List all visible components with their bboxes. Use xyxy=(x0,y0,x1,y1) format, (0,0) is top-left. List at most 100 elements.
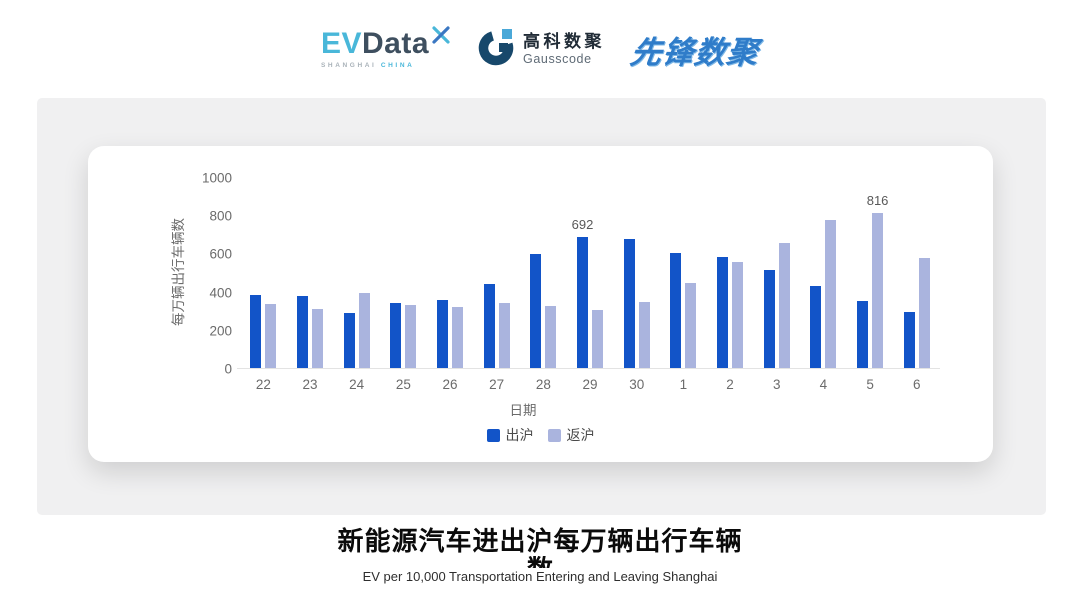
x-tick-label: 27 xyxy=(489,377,505,392)
caption-subtitle: EV per 10,000 Transportation Entering an… xyxy=(362,569,718,584)
pioneer-logo: 先锋数聚 xyxy=(628,34,762,70)
evdata-china-text: CHINA xyxy=(380,61,415,69)
chart-card: 每万辆出行车辆数 0 200 400 600 800 1000 692 816 22 23 24… xyxy=(88,146,993,462)
gausscode-g-icon xyxy=(477,28,515,71)
bar-group-25 xyxy=(380,178,427,369)
sparkle-star-icon xyxy=(431,25,451,49)
bar-返沪-2[interactable] xyxy=(732,261,744,369)
y-tick-label: 200 xyxy=(209,323,232,339)
bar-出沪-28[interactable] xyxy=(530,253,542,369)
plot-area: 692 816 xyxy=(237,178,940,369)
bar-group-24 xyxy=(333,178,380,369)
x-tick-label: 5 xyxy=(866,377,874,392)
bar-返沪-24[interactable] xyxy=(358,293,370,369)
bar-返沪-6[interactable] xyxy=(918,258,930,369)
evdata-ev-text: EV xyxy=(320,26,362,60)
x-tick-label: 28 xyxy=(535,377,551,392)
evdata-subtext: SHANGHAI CHINA xyxy=(320,61,451,70)
legend-item-出沪[interactable]: 出沪 xyxy=(486,425,534,445)
x-tick-label: 30 xyxy=(629,377,645,392)
bar-出沪-24[interactable] xyxy=(343,313,355,369)
bar-group-2 xyxy=(707,178,754,369)
gausscode-en-text: Gausscode xyxy=(523,51,592,66)
bar-出沪-2[interactable] xyxy=(717,257,729,369)
bar-返沪-23[interactable] xyxy=(312,308,323,369)
x-axis-ticks: 22 23 24 25 26 27 28 29 30 1 2 3 4 5 6 xyxy=(240,377,940,392)
bar-group-23 xyxy=(287,178,334,369)
evdata-wordmark: EV Data xyxy=(320,26,451,60)
bar-返沪-1[interactable] xyxy=(685,282,697,369)
bar-group-26 xyxy=(427,178,474,369)
bar-返沪-4[interactable] xyxy=(825,219,837,369)
legend-label: 返沪 xyxy=(566,427,595,443)
x-tick-label: 6 xyxy=(912,377,921,392)
x-tick-label: 2 xyxy=(726,377,734,392)
bar-出沪-30[interactable] xyxy=(623,239,635,369)
bar-group-30 xyxy=(613,178,660,369)
bar-返沪-26[interactable] xyxy=(452,306,464,369)
bar-group-22 xyxy=(240,178,287,369)
x-axis-title: 日期 xyxy=(509,403,537,418)
x-tick-label: 1 xyxy=(679,377,688,392)
legend-swatch xyxy=(547,428,561,442)
bar-出沪-22[interactable] xyxy=(250,294,262,369)
bar-group-5: 816 xyxy=(847,178,894,369)
evdata-shanghai-text: SHANGHAI xyxy=(320,61,377,69)
evdata-data-text: Data xyxy=(362,26,430,60)
x-tick-label: 26 xyxy=(442,377,458,392)
bar-返沪-27[interactable] xyxy=(498,302,510,369)
gausscode-logo: 高科数聚 Gausscode xyxy=(477,28,605,71)
x-tick-label: 4 xyxy=(819,377,828,392)
bar-value-label: 692 xyxy=(571,216,594,232)
bar-出沪-25[interactable] xyxy=(390,303,402,369)
y-tick-label: 600 xyxy=(209,246,232,262)
bar-group-6 xyxy=(893,178,940,369)
x-tick-label: 23 xyxy=(302,377,318,392)
legend-swatch xyxy=(486,428,500,442)
bar-groups: 692 816 xyxy=(240,178,940,369)
bar-出沪-3[interactable] xyxy=(763,270,775,369)
y-axis-ticks: 0 200 400 600 800 1000 xyxy=(88,171,232,377)
x-axis-line xyxy=(237,368,940,369)
caption-title-wrapped: 数 xyxy=(0,556,1080,568)
bar-group-28 xyxy=(520,178,567,369)
x-tick-label: 22 xyxy=(255,377,271,392)
legend-item-返沪[interactable]: 返沪 xyxy=(547,425,595,445)
bar-返沪-22[interactable] xyxy=(265,304,277,369)
gausscode-text: 高科数聚 Gausscode xyxy=(523,32,605,66)
bar-返沪-28[interactable] xyxy=(545,306,557,369)
bar-group-27 xyxy=(473,178,520,369)
y-tick-label: 800 xyxy=(209,208,232,224)
caption-title: 新能源汽车进出沪每万辆出行车辆 xyxy=(337,526,743,556)
caption: 新能源汽车进出沪每万辆出行车辆 数 EV per 10,000 Transpor… xyxy=(0,526,1080,584)
bar-出沪-1[interactable] xyxy=(670,252,682,369)
bar-group-4 xyxy=(800,178,847,369)
x-tick-label: 3 xyxy=(772,377,781,392)
bar-出沪-29[interactable]: 692 xyxy=(572,217,593,369)
bar-返沪-30[interactable] xyxy=(638,301,650,369)
x-tick-label: 25 xyxy=(395,377,411,392)
bar-返沪-25[interactable] xyxy=(405,304,417,369)
y-tick-label: 1000 xyxy=(201,170,232,186)
bar-返沪-5[interactable]: 816 xyxy=(867,193,888,369)
bar-出沪-23[interactable] xyxy=(297,296,308,369)
y-tick-label: 0 xyxy=(224,361,232,377)
bar-出沪-5[interactable] xyxy=(857,300,869,369)
bar-group-1 xyxy=(660,178,707,369)
header: EV Data SHANGHAI CHINA xyxy=(0,16,1080,82)
y-tick-label: 400 xyxy=(209,285,232,301)
bar-返沪-29[interactable] xyxy=(592,309,604,369)
bar-返沪-3[interactable] xyxy=(778,242,790,369)
x-tick-label: 24 xyxy=(349,377,365,392)
bar-group-3 xyxy=(753,178,800,369)
bar-出沪-6[interactable] xyxy=(903,312,915,369)
bar-出沪-26[interactable] xyxy=(437,300,449,369)
bar-出沪-4[interactable] xyxy=(810,285,822,369)
bar-出沪-27[interactable] xyxy=(483,283,495,369)
bar-value-label: 816 xyxy=(866,193,889,209)
x-tick-label: 29 xyxy=(582,377,598,392)
evdata-logo: EV Data SHANGHAI CHINA xyxy=(320,26,451,70)
chart-panel: 每万辆出行车辆数 0 200 400 600 800 1000 692 816 22 23 24… xyxy=(37,98,1046,515)
gausscode-cn-text: 高科数聚 xyxy=(523,32,606,52)
